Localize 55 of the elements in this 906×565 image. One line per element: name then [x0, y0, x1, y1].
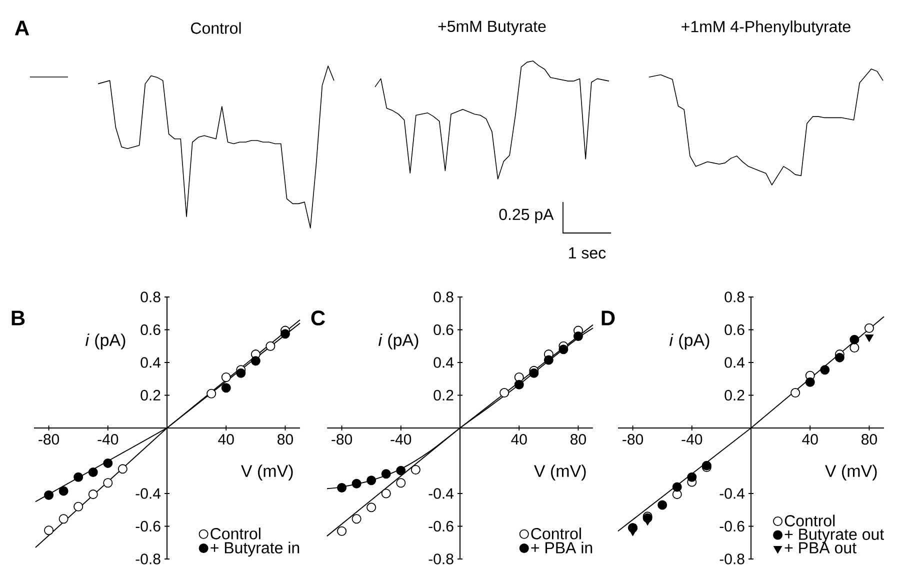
x-tick-label: -80	[38, 434, 60, 445]
legend-label: Control	[531, 528, 581, 540]
y-tick-label: 0.8	[434, 292, 454, 302]
x-tick-label: -80	[622, 434, 644, 445]
x-tick-label: 80	[862, 434, 877, 445]
y-tick-label: 0.2	[140, 390, 160, 401]
y-tick-label: -0.4	[720, 488, 745, 499]
chart-title: Control	[191, 22, 241, 34]
legend-label: Control	[784, 514, 835, 526]
y-tick-label: 0.4	[724, 357, 745, 368]
y-tick-label: 0.4	[434, 357, 454, 368]
y-tick-label: 0.2	[724, 390, 744, 401]
y-tick-label: 0.4	[140, 357, 161, 368]
y-tick-label: -0.6	[720, 520, 744, 532]
x-tick-label: -40	[390, 434, 412, 445]
y-axis-title: i (pA)	[86, 334, 126, 350]
x-tick-label: 80	[570, 434, 586, 445]
legend-label: + Butyrate out	[784, 528, 884, 544]
x-tick-label: -80	[332, 434, 352, 445]
y-tick-label: 0.8	[724, 292, 744, 302]
x-tick-label: 40	[511, 434, 527, 445]
y-tick-label: 0.2	[434, 390, 454, 401]
legend-label: + Butyrate in	[210, 542, 300, 557]
y-axis-title: i (pA)	[378, 334, 418, 350]
text: C	[311, 310, 326, 326]
y-axis-title: i (pA)	[670, 334, 710, 350]
x-tick-label: 40	[802, 434, 818, 445]
chart-title: +1mM 4-Phenylbutyrate	[682, 20, 850, 36]
legend-label: Control	[210, 528, 260, 540]
x-tick-label: -40	[98, 434, 118, 445]
legend-label: + PBA in	[531, 542, 592, 554]
y-tick-label: -0.8	[720, 554, 744, 564]
x-tick-label: 80	[278, 434, 293, 445]
legend-label: + PBA out	[784, 542, 856, 554]
y-tick-label: -0.8	[428, 554, 454, 564]
chart-title: +5mM Butyrate	[438, 20, 546, 36]
text: A	[14, 20, 30, 36]
text: B	[12, 310, 25, 326]
text: 0.25 pA	[499, 208, 554, 224]
text: 1 sec	[569, 247, 606, 259]
y-tick-label: -0.4	[136, 488, 161, 499]
x-axis-title: V (mV)	[534, 464, 586, 480]
x-axis-title: V (mV)	[241, 464, 293, 480]
text: D	[602, 310, 615, 326]
y-tick-label: -0.8	[136, 554, 160, 564]
y-tick-label: -0.6	[428, 520, 454, 532]
x-axis-title: V (mV)	[825, 464, 877, 480]
y-tick-label: -0.6	[136, 520, 160, 532]
y-tick-label: -0.4	[428, 488, 454, 499]
y-tick-label: 0.8	[140, 292, 160, 302]
x-tick-label: -40	[682, 434, 702, 445]
y-tick-label: 0.6	[140, 324, 160, 336]
x-tick-label: 40	[218, 434, 234, 445]
y-tick-label: 0.6	[724, 324, 744, 336]
y-tick-label: 0.6	[434, 324, 454, 336]
